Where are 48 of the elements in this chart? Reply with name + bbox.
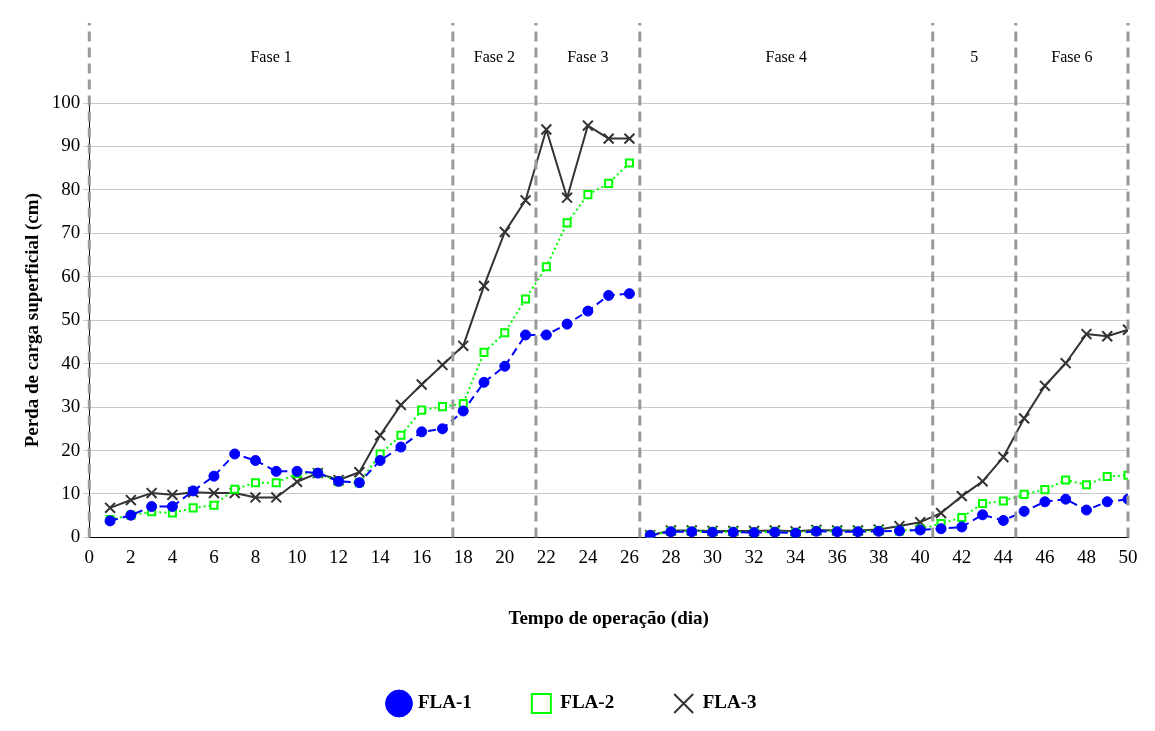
legend-label: FLA-3 (702, 691, 757, 713)
y-tick-label: 40 (61, 351, 81, 373)
x-axis-title: Tempo de operação (dia) (508, 606, 709, 629)
legend-label: FLA-1 (418, 691, 472, 713)
legend-label: FLA-2 (560, 691, 615, 713)
y-axis-title: Perda de carga superficial (cm) (21, 193, 44, 448)
y-tick-label: 70 (61, 221, 81, 243)
x-tick-label: 38 (869, 545, 889, 567)
y-tick-label: 90 (61, 134, 81, 156)
y-tick-label: 80 (61, 177, 81, 199)
x-tick-label: 32 (744, 545, 764, 567)
x-tick-label: 48 (1076, 545, 1096, 567)
x-tick-label: 2 (126, 545, 136, 567)
x-tick-label: 40 (910, 545, 930, 567)
text: Fase 4 (765, 48, 807, 66)
x-tick-label: 44 (993, 545, 1014, 567)
x-tick-label: 16 (412, 545, 432, 567)
x-tick-label: 24 (578, 545, 598, 567)
y-tick-label: 20 (61, 438, 81, 460)
x-tick-label: 14 (370, 545, 391, 567)
text: Fase 2 (473, 48, 516, 66)
x-tick-label: 42 (952, 545, 972, 567)
x-tick-label: 30 (703, 545, 723, 567)
x-tick-label: 10 (287, 545, 307, 567)
x-tick-label: 28 (661, 545, 681, 567)
text: Fase 1 (250, 48, 292, 66)
x-tick-label: 34 (786, 545, 806, 567)
text: Fase 6 (1051, 48, 1093, 66)
text: 5 (970, 48, 979, 66)
x-tick-label: 8 (250, 545, 261, 567)
x-tick-label: 50 (1118, 545, 1138, 567)
x-tick-label: 0 (84, 545, 95, 567)
x-tick-label: 46 (1035, 545, 1055, 567)
x-tick-label: 26 (619, 545, 639, 567)
y-tick-label: 50 (61, 308, 81, 330)
x-tick-label: 20 (495, 545, 515, 567)
x-tick-label: 22 (536, 545, 556, 567)
text: Fase 3 (567, 48, 609, 66)
y-tick-label: 10 (61, 481, 81, 503)
y-tick-label: 0 (70, 525, 81, 547)
y-tick-label: 60 (61, 264, 81, 286)
x-tick-label: 12 (329, 545, 349, 567)
x-tick-label: 6 (209, 545, 219, 567)
x-tick-label: 36 (827, 545, 847, 567)
y-tick-label: 30 (61, 395, 81, 417)
x-tick-label: 4 (167, 545, 178, 567)
y-tick-label: 100 (51, 90, 81, 112)
x-tick-label: 18 (453, 545, 473, 567)
